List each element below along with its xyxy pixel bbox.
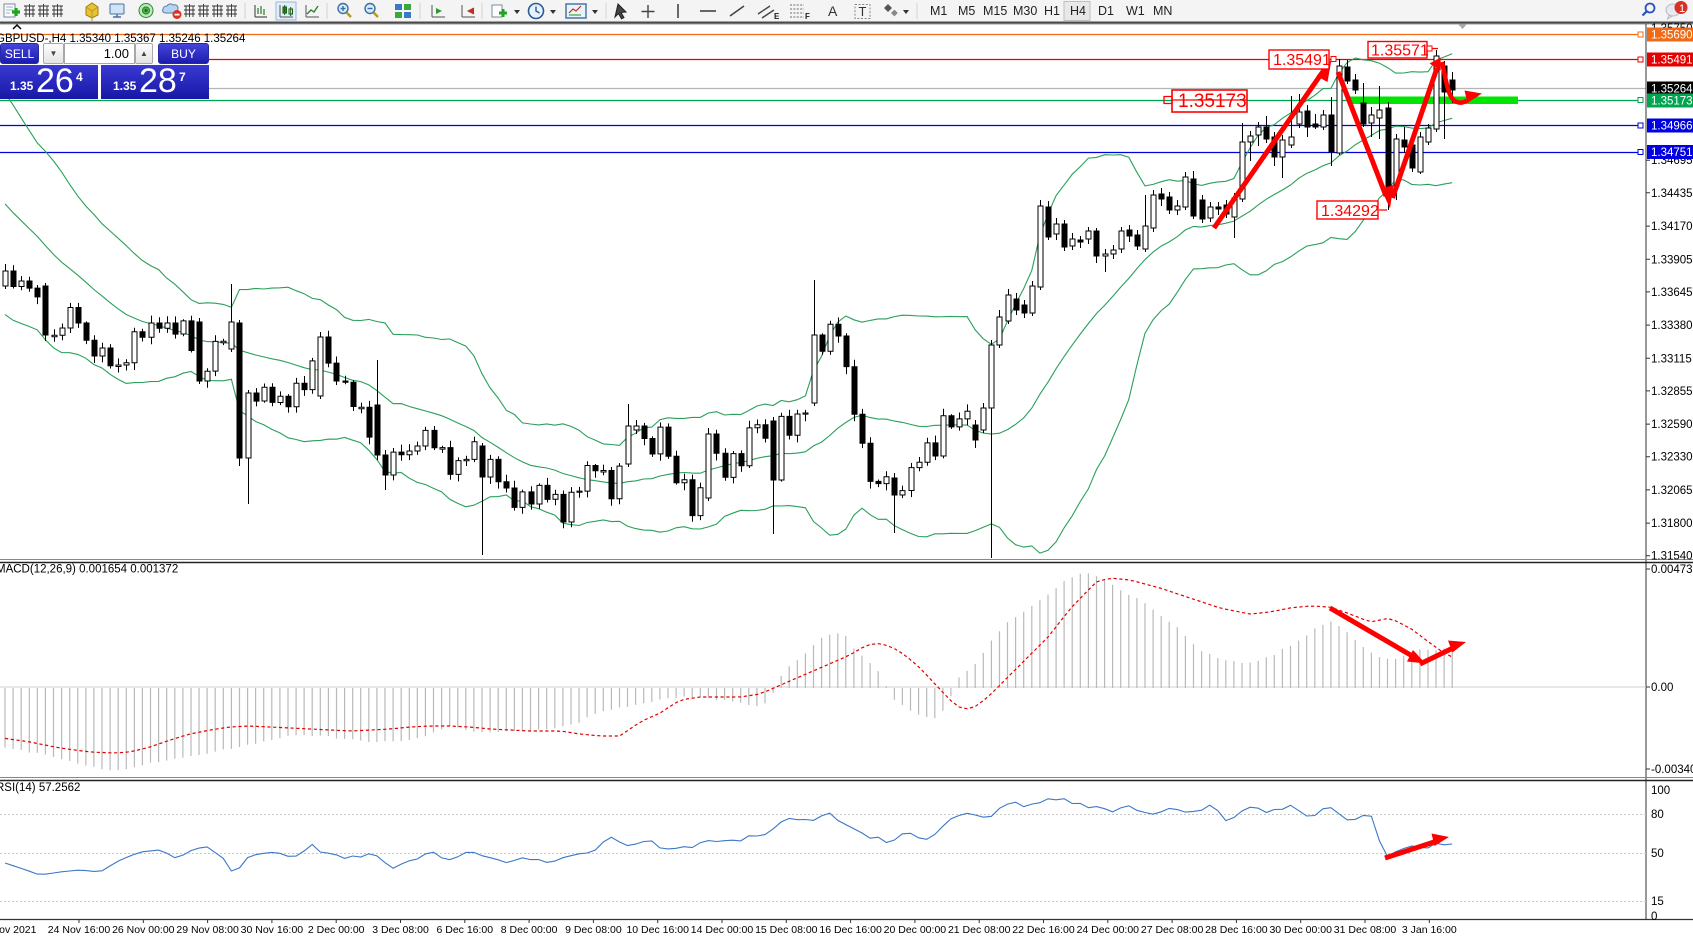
svg-text:80: 80 xyxy=(1651,809,1664,821)
svg-text:10 Dec 16:00: 10 Dec 16:00 xyxy=(626,924,689,936)
svg-text:-0.003403: -0.003403 xyxy=(1651,764,1693,776)
svg-text:MN: MN xyxy=(1153,4,1172,18)
svg-text:1.35173: 1.35173 xyxy=(1651,96,1693,108)
svg-text:1.32330: 1.32330 xyxy=(1651,452,1693,464)
svg-text:1.32590: 1.32590 xyxy=(1651,419,1693,431)
svg-text:16 Dec 16:00: 16 Dec 16:00 xyxy=(819,924,882,936)
svg-text:M1: M1 xyxy=(930,4,947,18)
svg-text:MACD(12,26,9) 0.001654 0.00137: MACD(12,26,9) 0.001654 0.001372 xyxy=(0,564,178,576)
svg-text:0: 0 xyxy=(1651,911,1657,923)
svg-text:1.35264: 1.35264 xyxy=(1651,84,1693,96)
svg-text:M5: M5 xyxy=(958,4,975,18)
svg-text:1.31800: 1.31800 xyxy=(1651,518,1693,530)
svg-text:14 Dec 00:00: 14 Dec 00:00 xyxy=(691,924,754,936)
svg-text:26 Nov 00:00: 26 Nov 00:00 xyxy=(112,924,175,936)
svg-text:3 Jan 16:00: 3 Jan 16:00 xyxy=(1402,924,1457,936)
svg-text:Nov 2021: Nov 2021 xyxy=(0,924,37,936)
svg-text:31 Dec 08:00: 31 Dec 08:00 xyxy=(1334,924,1397,936)
svg-text:1.33115: 1.33115 xyxy=(1651,353,1692,365)
svg-text:GBPUSD-,H4 1.35340 1.35367 1.: GBPUSD-,H4 1.35340 1.35367 1.35246 1.352… xyxy=(0,33,246,45)
svg-text:21 Dec 08:00: 21 Dec 08:00 xyxy=(948,924,1011,936)
svg-text:1.34966: 1.34966 xyxy=(1651,121,1693,133)
svg-text:6 Dec 16:00: 6 Dec 16:00 xyxy=(436,924,493,936)
svg-text:100: 100 xyxy=(1651,785,1670,797)
svg-text:28 Dec 16:00: 28 Dec 16:00 xyxy=(1205,924,1268,936)
svg-text:50: 50 xyxy=(1651,848,1664,860)
svg-text:2 Dec 00:00: 2 Dec 00:00 xyxy=(308,924,365,936)
svg-text:1.34751: 1.34751 xyxy=(1651,147,1693,159)
svg-text:1.35690: 1.35690 xyxy=(1651,30,1693,42)
svg-text:E: E xyxy=(774,12,780,21)
svg-text:W1: W1 xyxy=(1126,4,1145,18)
svg-text:1.35491: 1.35491 xyxy=(1273,52,1331,69)
svg-text:1.33905: 1.33905 xyxy=(1651,254,1693,266)
svg-text:27 Dec 08:00: 27 Dec 08:00 xyxy=(1141,924,1204,936)
svg-text:1.34170: 1.34170 xyxy=(1651,221,1693,233)
svg-text:1.34435: 1.34435 xyxy=(1651,188,1693,200)
svg-text:0.004733: 0.004733 xyxy=(1651,564,1693,576)
svg-text:1.31540: 1.31540 xyxy=(1651,551,1693,563)
svg-text:3 Dec 08:00: 3 Dec 08:00 xyxy=(372,924,429,936)
svg-text:24 Dec 00:00: 24 Dec 00:00 xyxy=(1077,924,1140,936)
svg-text:A: A xyxy=(828,3,838,19)
svg-text:F: F xyxy=(805,12,810,21)
svg-text:9 Dec 08:00: 9 Dec 08:00 xyxy=(565,924,622,936)
svg-text:22 Dec 16:00: 22 Dec 16:00 xyxy=(1012,924,1075,936)
svg-text:1: 1 xyxy=(1679,3,1685,15)
svg-text:15 Dec 08:00: 15 Dec 08:00 xyxy=(755,924,818,936)
svg-text:H1: H1 xyxy=(1044,4,1060,18)
svg-text:1.33380: 1.33380 xyxy=(1651,320,1693,332)
svg-text:20 Dec 00:00: 20 Dec 00:00 xyxy=(884,924,947,936)
svg-text:0.00: 0.00 xyxy=(1651,682,1673,694)
svg-text:M15: M15 xyxy=(983,4,1007,18)
svg-text:15: 15 xyxy=(1651,896,1664,908)
svg-text:8 Dec 00:00: 8 Dec 00:00 xyxy=(501,924,558,936)
svg-text:H4: H4 xyxy=(1070,4,1086,18)
svg-text:RSI(14) 57.2562: RSI(14) 57.2562 xyxy=(0,782,80,794)
svg-text:30 Nov 16:00: 30 Nov 16:00 xyxy=(241,924,304,936)
svg-text:29 Nov 08:00: 29 Nov 08:00 xyxy=(176,924,239,936)
svg-text:30 Dec 00:00: 30 Dec 00:00 xyxy=(1269,924,1332,936)
svg-text:1.35571: 1.35571 xyxy=(1371,43,1429,60)
svg-text:1.32065: 1.32065 xyxy=(1651,485,1693,497)
svg-text:1.34292: 1.34292 xyxy=(1321,203,1379,220)
svg-text:24 Nov 16:00: 24 Nov 16:00 xyxy=(48,924,111,936)
svg-text:D1: D1 xyxy=(1098,4,1114,18)
svg-text:1.33645: 1.33645 xyxy=(1651,287,1693,299)
svg-text:1.35491: 1.35491 xyxy=(1651,55,1693,67)
svg-text:1.32855: 1.32855 xyxy=(1651,386,1693,398)
svg-text:T: T xyxy=(859,4,867,19)
svg-text:1.35173: 1.35173 xyxy=(1178,91,1247,112)
svg-text:M30: M30 xyxy=(1013,4,1037,18)
